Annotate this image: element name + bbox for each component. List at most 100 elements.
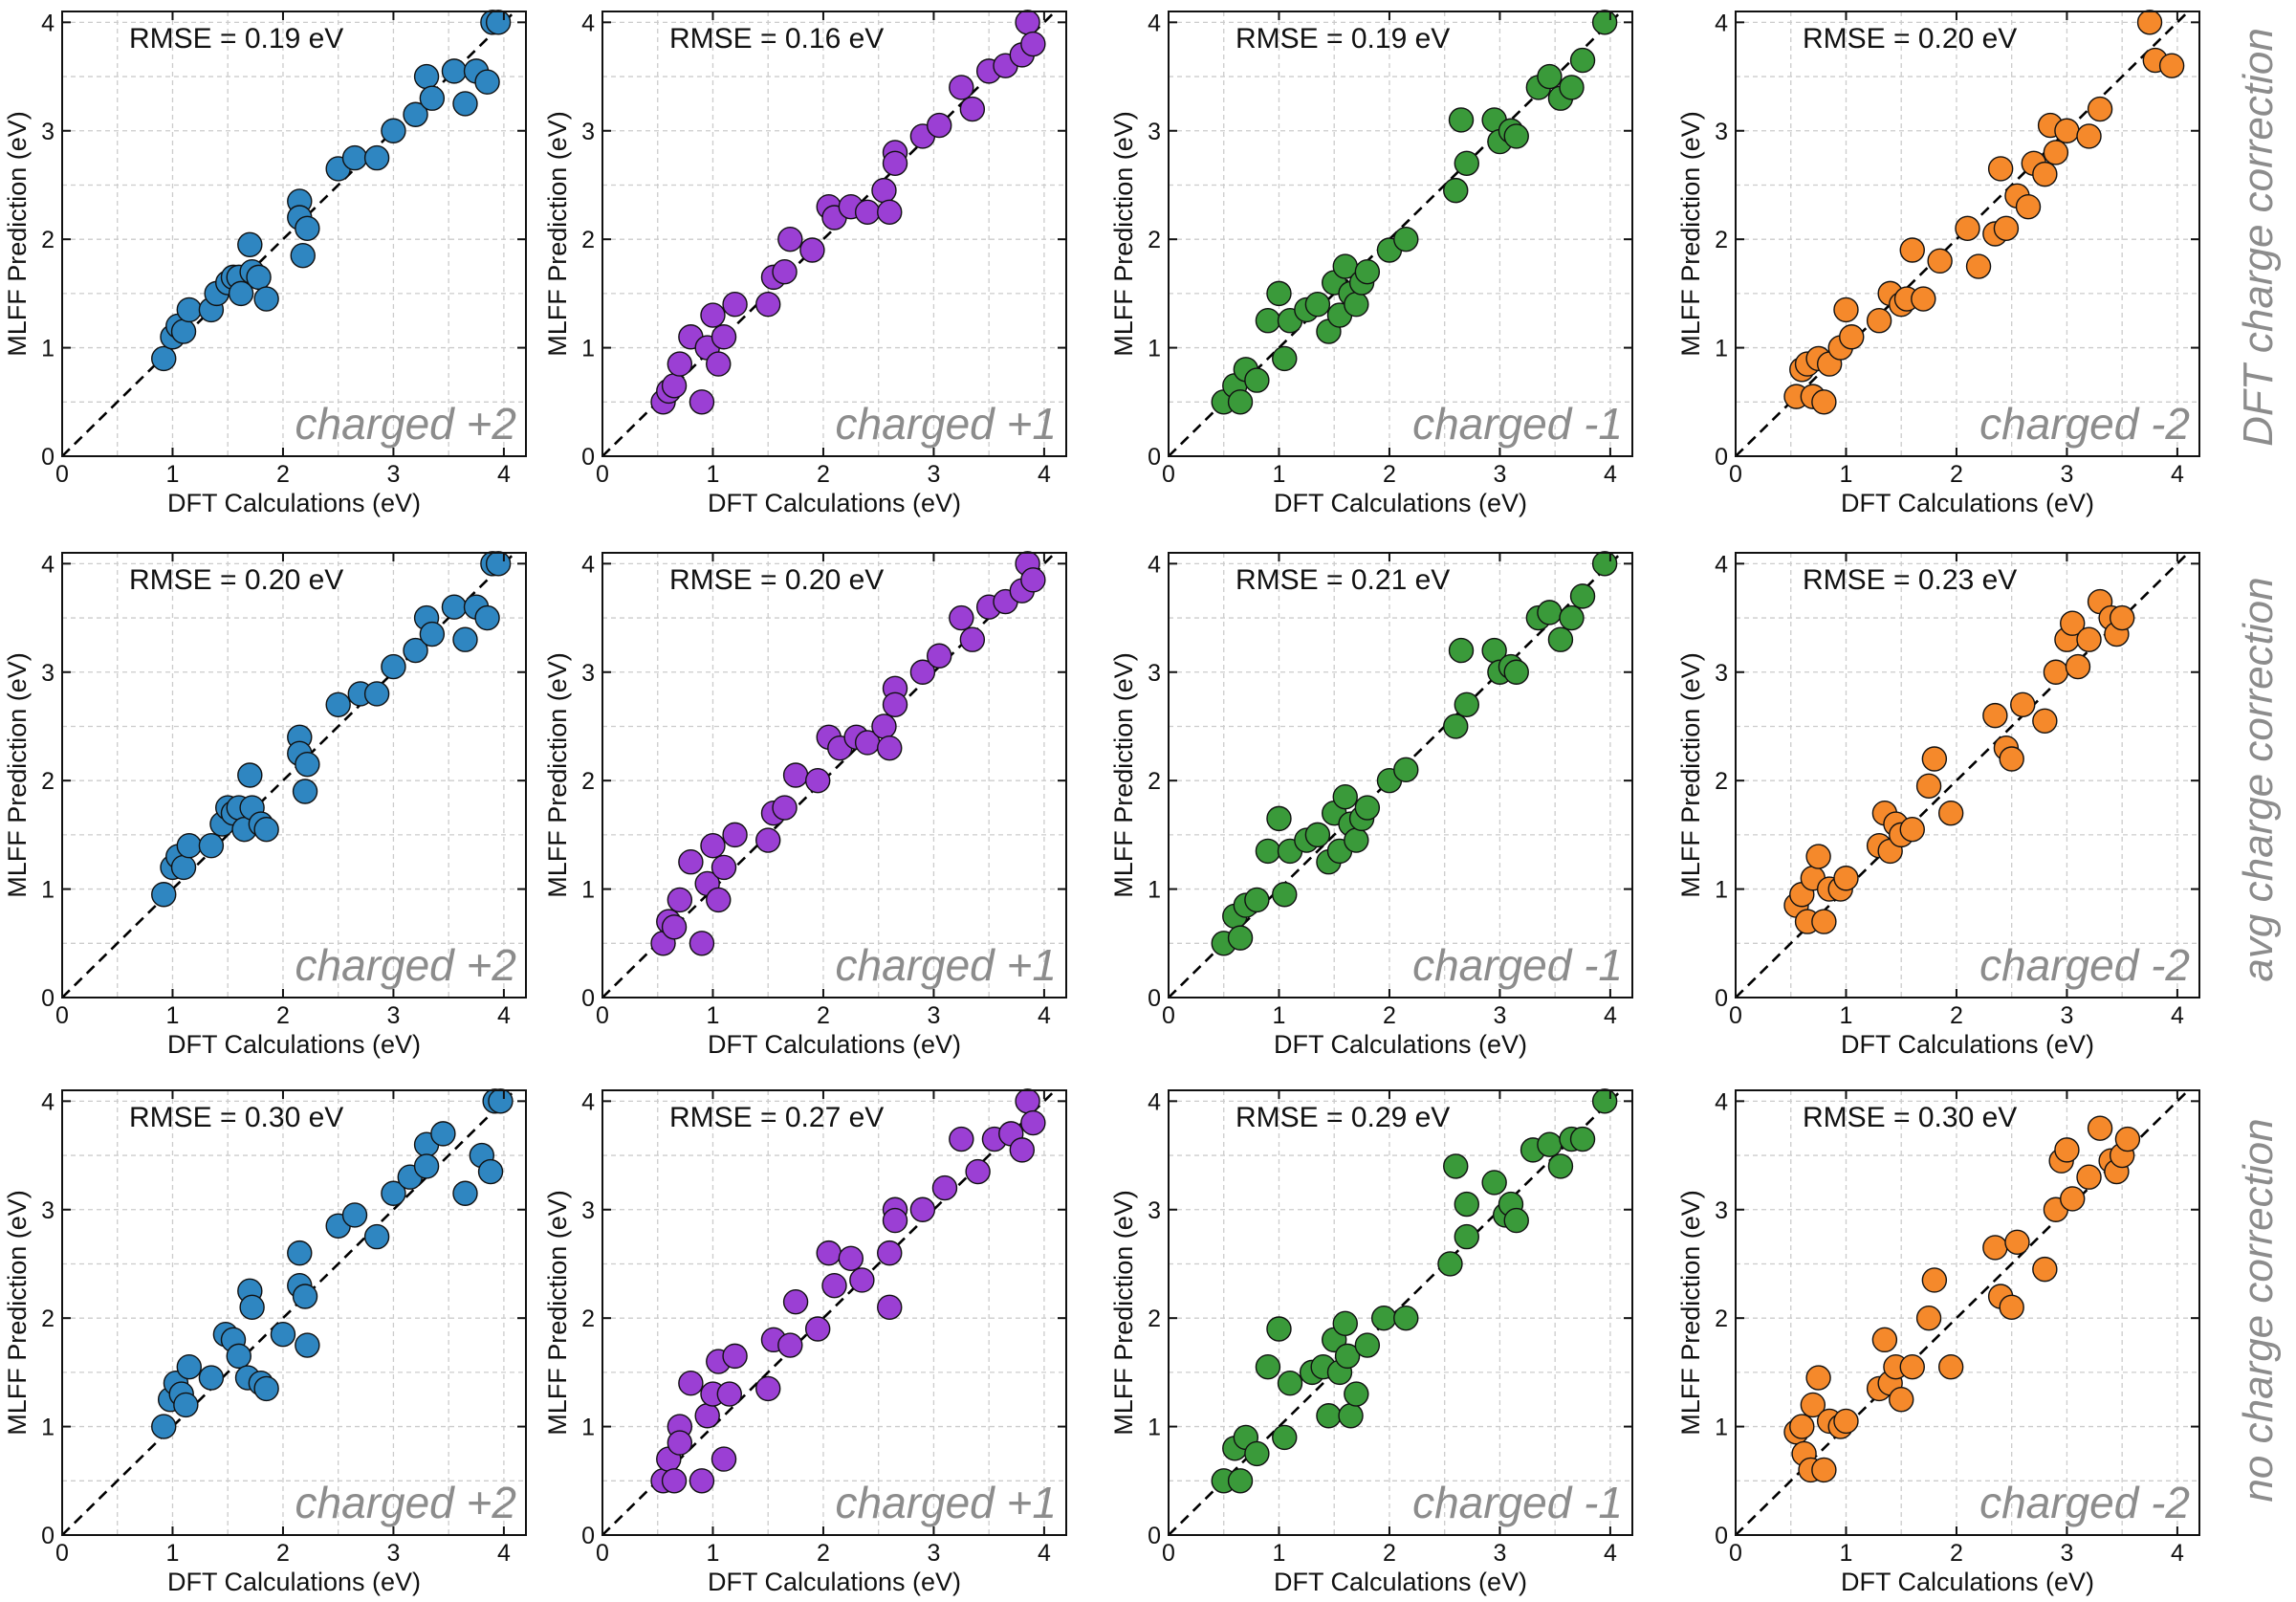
data-point (816, 1240, 842, 1266)
data-point (1591, 1088, 1618, 1114)
data-point (2060, 610, 2086, 636)
y-axis-label: MLFF Prediction (eV) (1109, 652, 1138, 898)
x-tick-label: 4 (1038, 461, 1051, 488)
data-point (2136, 10, 2163, 35)
x-tick-label: 3 (386, 1002, 400, 1029)
data-point (1370, 1305, 1397, 1331)
data-point (1937, 1354, 1964, 1380)
data-point (706, 351, 732, 377)
x-tick-label: 0 (1729, 1540, 1742, 1567)
data-point (1569, 1126, 1596, 1152)
data-point (1789, 1414, 1815, 1439)
data-points (151, 10, 512, 372)
data-point (485, 10, 512, 35)
y-tick-label: 0 (41, 985, 55, 1012)
data-point (1344, 1381, 1369, 1407)
data-point (2109, 604, 2135, 631)
y-tick-label: 0 (1148, 444, 1161, 471)
data-point (1227, 389, 1254, 415)
data-point (1344, 292, 1369, 318)
data-point (170, 318, 197, 344)
plot-frame (61, 552, 527, 999)
data-point (292, 779, 318, 804)
data-point (173, 1392, 199, 1418)
x-tick-label: 2 (817, 1002, 830, 1029)
data-point (452, 91, 478, 117)
data-point (804, 767, 831, 794)
data-point (1833, 296, 1859, 323)
data-point (2043, 659, 2069, 685)
data-point (949, 1126, 974, 1152)
y-axis-label: MLFF Prediction (eV) (1676, 1190, 1705, 1436)
data-point (2076, 123, 2102, 149)
grid (1736, 1090, 2199, 1535)
panel-2: 0 1 2 3 4 0 1 2 3 4 DFT Calculations (eV) MLFF Pred… (1109, 10, 1633, 517)
x-tick-label: 3 (2060, 1002, 2073, 1029)
data-points (650, 551, 1046, 956)
y-tick-label: 2 (41, 1306, 55, 1332)
data-points (1783, 10, 2185, 415)
data-point (1927, 248, 1953, 274)
rmse-label: RMSE = 0.30 eV (129, 1102, 343, 1133)
x-tick-label: 3 (386, 461, 400, 488)
data-point (1266, 280, 1292, 307)
data-point (2004, 1229, 2030, 1255)
plot-frame (1735, 1089, 2200, 1536)
data-point (2087, 96, 2113, 122)
x-axis-label: DFT Calculations (eV) (167, 1030, 421, 1059)
y-tick-label: 2 (581, 227, 595, 253)
x-tick-label: 4 (497, 1002, 511, 1029)
data-point (1800, 1392, 1826, 1418)
data-point (667, 351, 693, 377)
x-tick-label: 3 (2060, 461, 2073, 488)
x-tick-label: 0 (1729, 461, 1742, 488)
charge-state-label: charged +1 (836, 1478, 1057, 1527)
y-tick-label: 4 (41, 1088, 55, 1115)
data-point (877, 1240, 903, 1266)
data-point (711, 854, 737, 881)
y-tick-label: 4 (581, 1088, 595, 1115)
data-point (678, 1371, 704, 1396)
y-tick-label: 3 (1148, 119, 1161, 145)
data-point (882, 150, 908, 176)
data-point (1811, 1457, 1837, 1483)
data-point (871, 177, 897, 204)
y-tick-label: 2 (1148, 768, 1161, 795)
x-tick-label: 2 (1383, 1002, 1396, 1029)
x-tick-label: 1 (1840, 461, 1853, 488)
x-tick-label: 3 (1493, 461, 1506, 488)
data-point (2158, 53, 2185, 78)
panel-10: 0 1 2 3 4 0 1 2 3 4 DFT Calculations (eV) MLFF Pred… (1109, 1088, 1633, 1596)
panel-6: 0 1 2 3 4 0 1 2 3 4 DFT Calculations (eV) MLFF Pred… (1109, 551, 1633, 1059)
data-point (755, 292, 781, 318)
grid (1736, 553, 2199, 998)
data-point (2087, 1115, 2113, 1141)
panel-4: 0 1 2 3 4 0 1 2 3 4 DFT Calculations (eV) MLFF Pred… (3, 551, 527, 1059)
plot-frame (1735, 552, 2200, 999)
data-point (1244, 1440, 1270, 1467)
grid (62, 553, 526, 998)
x-tick-label: 2 (1950, 1540, 1963, 1567)
data-point (1015, 10, 1040, 35)
data-point (341, 144, 368, 171)
y-tick-label: 2 (1148, 1306, 1161, 1332)
x-tick-label: 4 (2171, 1002, 2184, 1029)
x-tick-label: 4 (2171, 1540, 2184, 1567)
x-axis-label: DFT Calculations (eV) (167, 1568, 421, 1596)
y-tick-label: 0 (581, 1523, 595, 1549)
x-tick-label: 4 (1604, 1002, 1617, 1029)
y-tick-label: 0 (41, 444, 55, 471)
rmse-label: RMSE = 0.16 eV (669, 23, 884, 55)
y-axis-label: MLFF Prediction (eV) (1109, 111, 1138, 357)
x-tick-label: 1 (707, 461, 720, 488)
y-tick-label: 1 (41, 1415, 55, 1441)
y-tick-label: 2 (1148, 227, 1161, 253)
x-tick-label: 1 (707, 1002, 720, 1029)
y-tick-label: 3 (1148, 1197, 1161, 1224)
parity-line (61, 1089, 516, 1536)
data-point (722, 822, 748, 848)
y-tick-label: 1 (1148, 877, 1161, 904)
data-point (176, 296, 202, 323)
data-point (325, 691, 351, 717)
panel-8: 0 1 2 3 4 0 1 2 3 4 DFT Calculations (eV) MLFF Pred… (3, 1088, 527, 1596)
